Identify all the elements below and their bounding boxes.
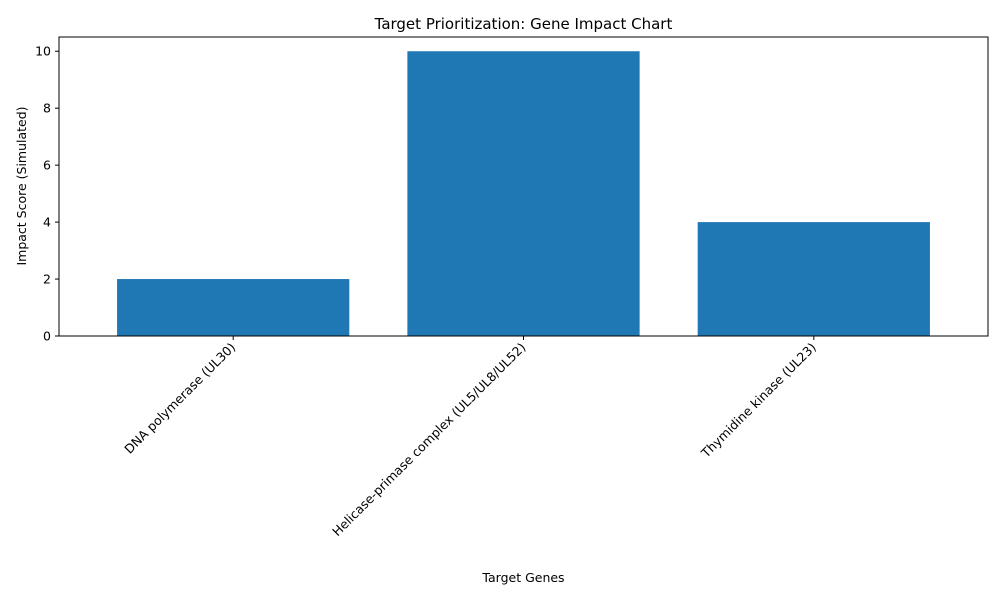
y-tick-label-0: 0 <box>43 329 51 344</box>
y-tick-label-2: 4 <box>43 215 51 230</box>
chart-title: Target Prioritization: Gene Impact Chart <box>374 15 673 33</box>
y-tick-label-4: 8 <box>43 101 51 116</box>
x-axis-label: Target Genes <box>481 570 564 585</box>
y-tick-label-1: 2 <box>43 272 51 287</box>
y-tick-label-5: 10 <box>35 44 51 59</box>
y-axis: 0 2 4 6 8 10 <box>35 44 59 344</box>
y-axis-label: Impact Score (Simulated) <box>14 106 29 265</box>
bars-group <box>117 51 930 336</box>
bar-1 <box>407 51 640 336</box>
plot-frame <box>58 36 989 337</box>
bar-2 <box>697 222 930 336</box>
y-tick-label-3: 6 <box>43 158 51 173</box>
bar-0 <box>117 279 350 336</box>
